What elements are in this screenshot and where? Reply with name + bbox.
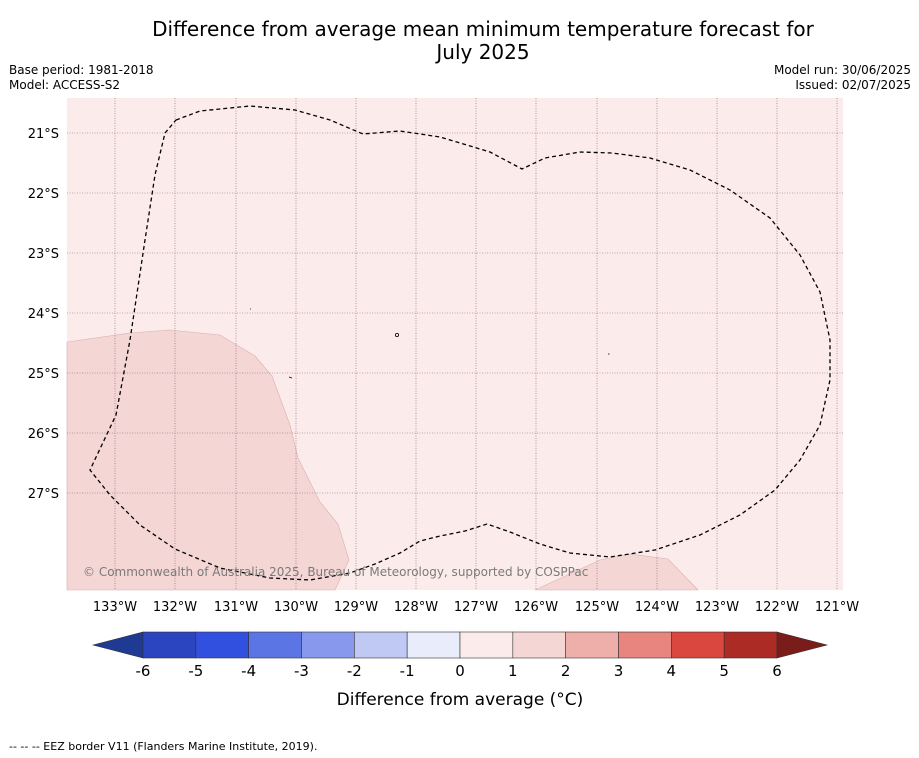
map-area: © Commonwealth of Australia 2025, Bureau…: [66, 98, 843, 591]
meta-right: Model run: 30/06/2025 Issued: 02/07/2025: [774, 63, 911, 93]
lon-label: 132°W: [153, 600, 197, 615]
colorbar-tick-label: -3: [294, 662, 309, 680]
colorbar-tick-label: 4: [667, 662, 677, 680]
lon-label: 122°W: [755, 600, 799, 615]
lat-labels: 21°S 22°S 23°S 24°S 25°S 26°S 27°S: [28, 127, 59, 502]
lat-label: 27°S: [28, 487, 59, 502]
colorbar-tick-label: -4: [241, 662, 256, 680]
lon-labels: 133°W 132°W 131°W 130°W 129°W 128°W 127°…: [93, 600, 859, 615]
meta-left: Base period: 1981-2018 Model: ACCESS-S2: [9, 63, 154, 93]
colorbar-cell: [195, 631, 249, 659]
title-line-1: Difference from average mean minimum tem…: [152, 17, 814, 41]
colorbar-cell: [142, 631, 197, 659]
colorbar-cell: [406, 631, 461, 659]
colorbar-min-arrow: [91, 631, 144, 659]
lat-label: 23°S: [28, 247, 59, 262]
colorbar-max-arrow: [776, 631, 829, 659]
lon-label: 129°W: [334, 600, 378, 615]
island-c: [394, 332, 399, 337]
eez-legend-note: -- -- -- EEZ border V11 (Flanders Marine…: [9, 740, 318, 753]
colorbar-tick-label: 6: [772, 662, 782, 680]
title-line-2: July 2025: [436, 40, 530, 64]
lon-label: 125°W: [575, 600, 619, 615]
colorbar-tick-label: 5: [719, 662, 729, 680]
colorbar-cell: [512, 631, 566, 659]
colorbar: -6 -5 -4 -3 -2 -1 0 1 2 3 4 5 6 Difference from aver…: [91, 631, 829, 710]
model-name: Model: ACCESS-S2: [9, 78, 121, 92]
lon-label: 123°W: [695, 600, 739, 615]
colorbar-ticks: -6 -5 -4 -3 -2 -1 0 1 2 3 4 5 6: [136, 662, 782, 680]
eez-border: [89, 105, 831, 581]
colorbar-cell: [723, 631, 778, 659]
colorbar-tick-label: 1: [508, 662, 518, 680]
model-run: Model run: 30/06/2025: [773, 63, 911, 77]
colorbar-tick-label: -5: [188, 662, 203, 680]
colorbar-label: Difference from average (°C): [337, 690, 584, 710]
colorbar-cell: [618, 631, 672, 659]
colorbar-cell: [459, 631, 514, 659]
colorbar-tick-label: -1: [400, 662, 415, 680]
lon-label: 126°W: [514, 600, 558, 615]
colorbar-cell: [565, 631, 619, 659]
lon-label: 128°W: [394, 600, 438, 615]
lat-label: 25°S: [28, 367, 59, 382]
lon-label: 131°W: [214, 600, 258, 615]
colorbar-tick-label: 2: [561, 662, 571, 680]
colorbar-tick-label: -2: [347, 662, 362, 680]
issued-date: Issued: 02/07/2025: [795, 78, 911, 92]
island-b: [288, 376, 293, 379]
lon-label: 133°W: [93, 600, 137, 615]
lat-label: 24°S: [28, 307, 59, 322]
colorbar-cell: [248, 631, 302, 659]
lat-label: 22°S: [28, 187, 59, 202]
lon-label: 127°W: [454, 600, 498, 615]
anomaly-region-west: [66, 329, 350, 591]
colorbar-cell: [301, 631, 355, 659]
base-period: Base period: 1981-2018: [9, 63, 154, 77]
lon-label: 121°W: [815, 600, 859, 615]
gridlines: [67, 98, 843, 590]
colorbar-cells: [142, 631, 778, 659]
copyright-note: © Commonwealth of Australia 2025, Bureau…: [83, 565, 588, 579]
colorbar-cell: [354, 631, 408, 659]
lat-label: 26°S: [28, 427, 59, 442]
map-title: Difference from average mean minimum tem…: [0, 18, 919, 64]
lon-label: 124°W: [635, 600, 679, 615]
colorbar-tick-label: -6: [136, 662, 151, 680]
islands: [250, 308, 610, 379]
colorbar-tick-label: 0: [455, 662, 465, 680]
colorbar-tick-label: 3: [614, 662, 624, 680]
lon-label: 130°W: [274, 600, 318, 615]
colorbar-cell: [671, 631, 725, 659]
lat-label: 21°S: [28, 127, 59, 142]
